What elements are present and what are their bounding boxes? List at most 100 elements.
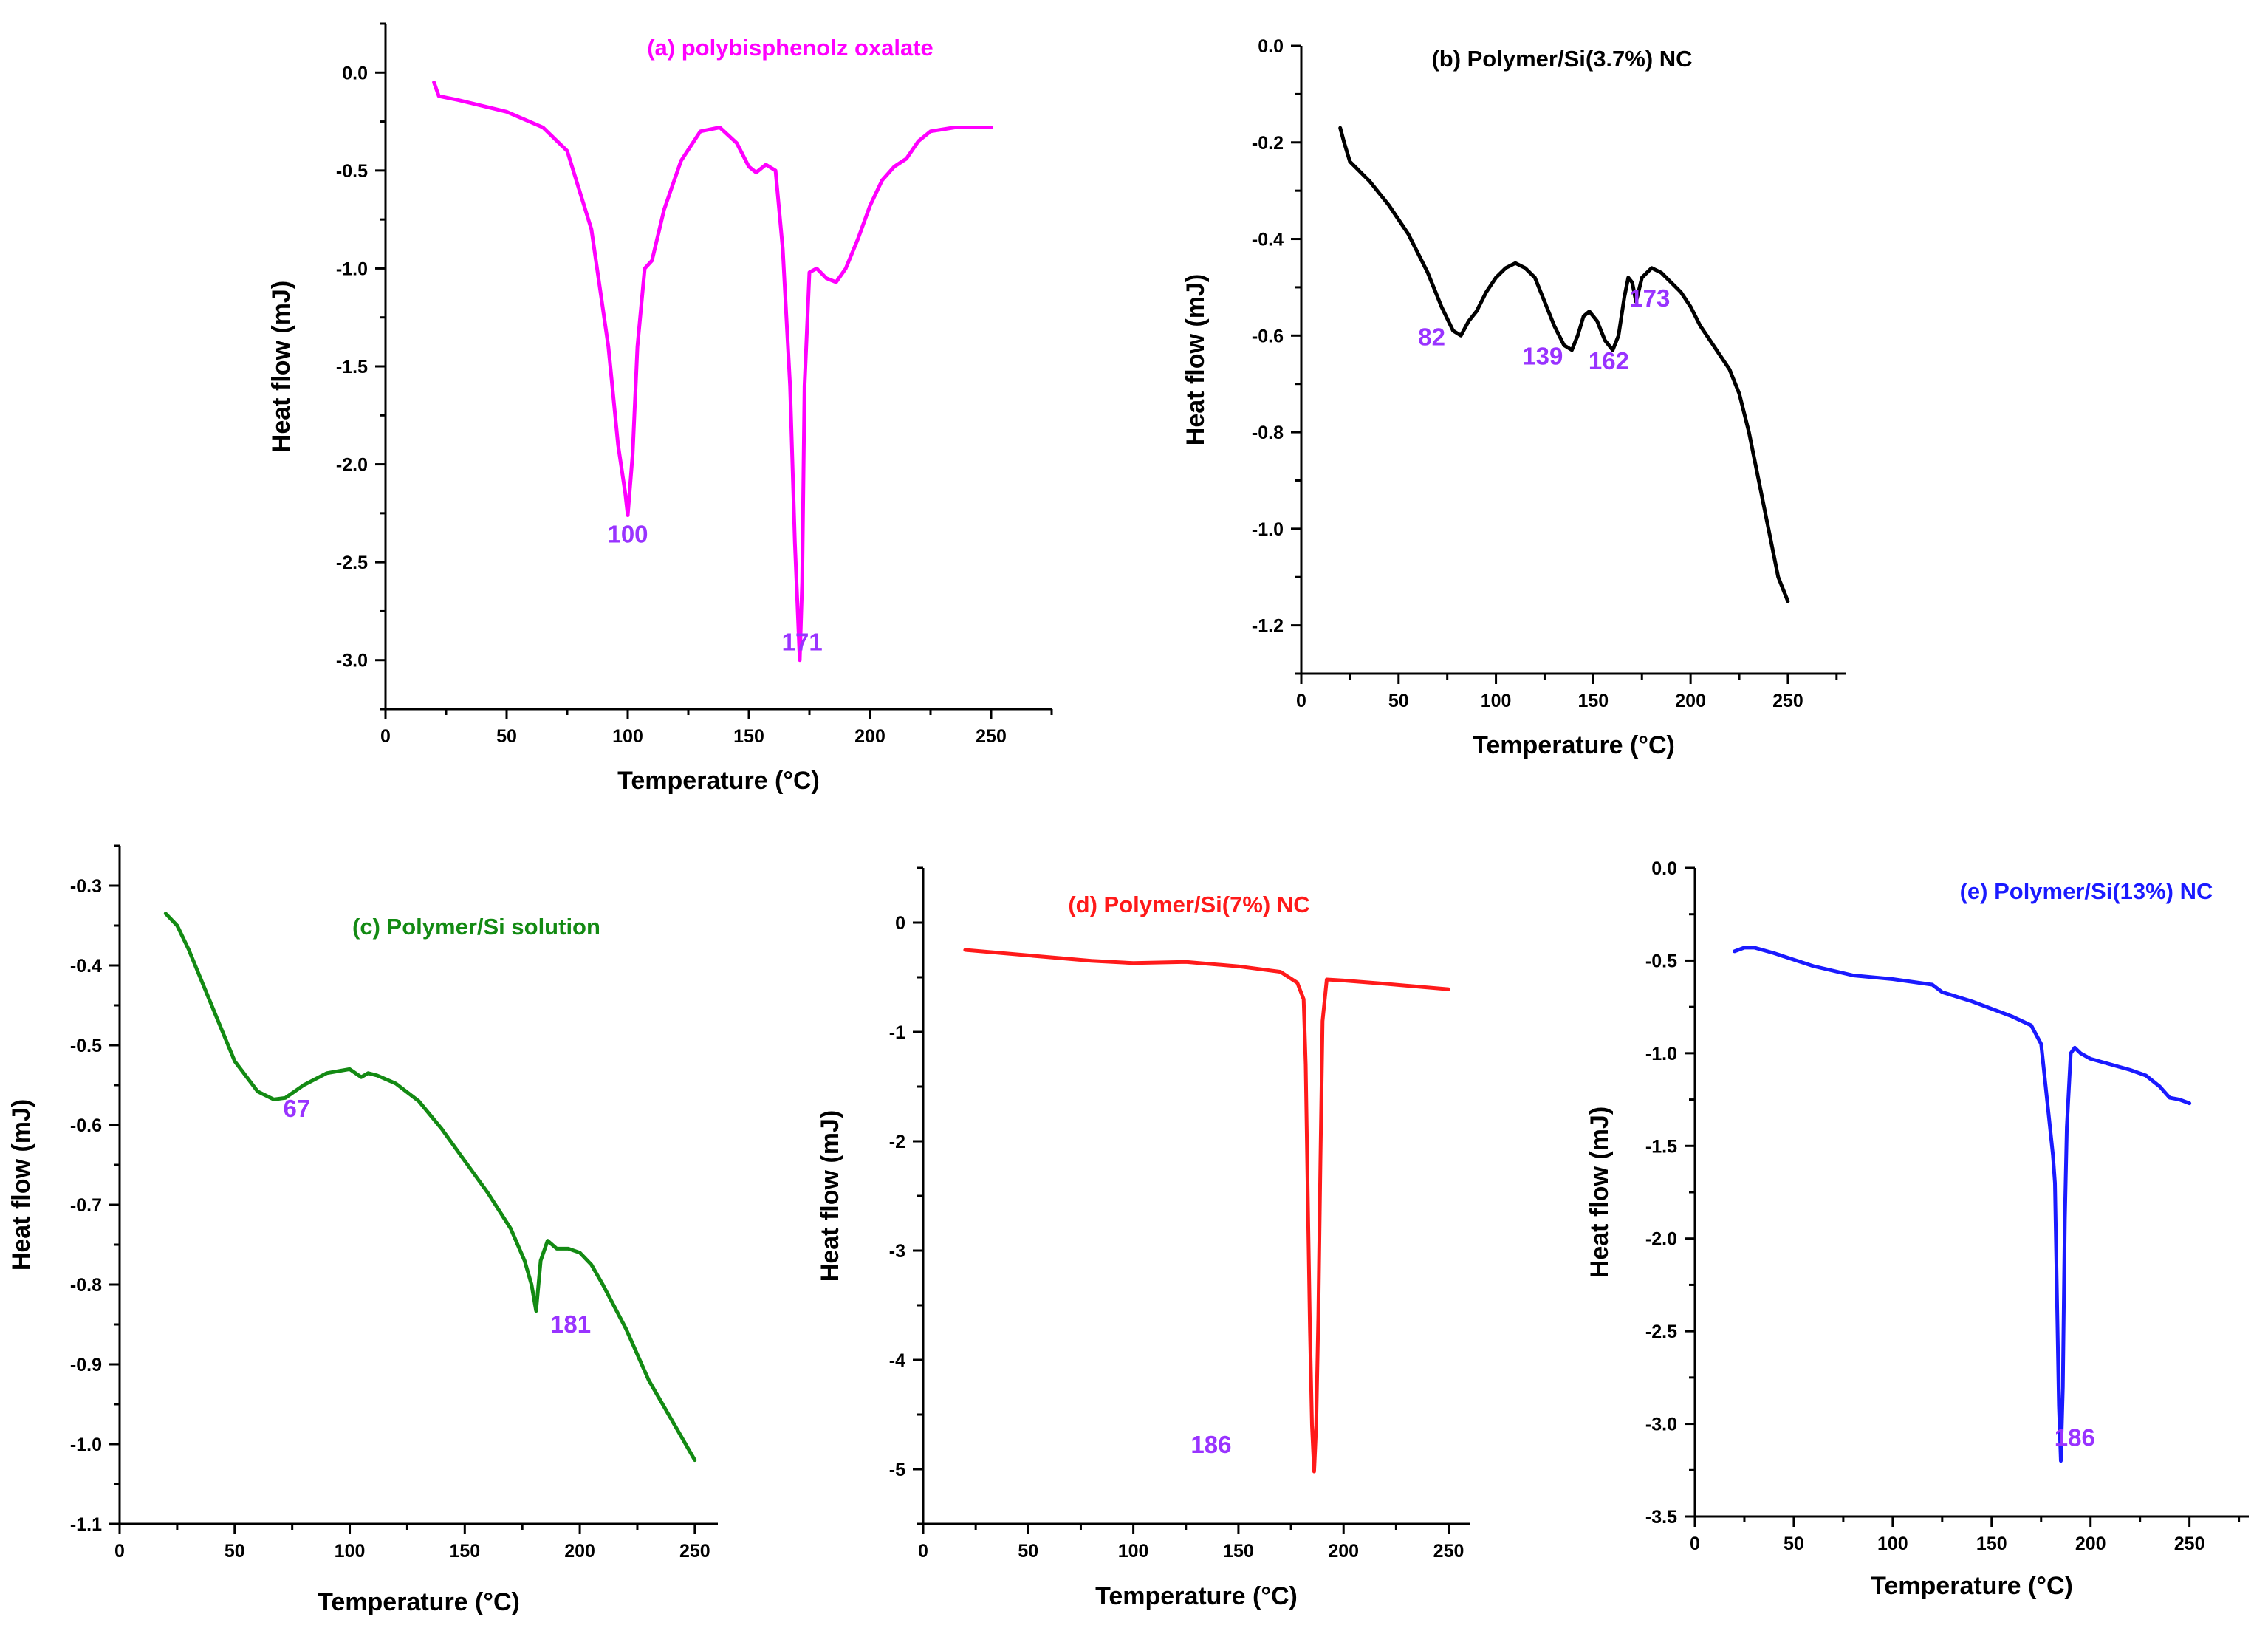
chart-title: (d) Polymer/Si(7%) NC: [1068, 892, 1309, 917]
series-line: [163, 912, 697, 1463]
x-tick-label: 50: [496, 726, 517, 747]
peak-label: 186: [1190, 1431, 1231, 1458]
chart-4: 0 50 100 150 200 250 0 -1 -2 -3 -4 -5 Temperature (°…: [816, 866, 1470, 1610]
x-tick-label: 250: [679, 1541, 710, 1562]
y-tick-label: -0.5: [1645, 951, 1677, 971]
x-tick-label: 100: [1118, 1541, 1149, 1562]
y-tick-label: -3: [889, 1241, 905, 1262]
x-tick-label: 200: [1328, 1541, 1359, 1562]
x-axis-title: Temperature (°C): [617, 767, 820, 795]
x-tick-label: 150: [1976, 1533, 2007, 1554]
y-tick-label: -2.0: [336, 455, 368, 476]
y-tick-label: -1.0: [1645, 1044, 1677, 1064]
chart-title: (b) Polymer/Si(3.7%) NC: [1431, 46, 1692, 72]
y-tick-label: -0.7: [70, 1195, 102, 1216]
x-tick-label: 150: [733, 726, 764, 747]
x-tick-label: 100: [612, 726, 643, 747]
x-tick-label: 200: [1675, 691, 1706, 711]
y-axis-title: Heat flow (mJ): [1182, 274, 1210, 445]
peak-label: 82: [1418, 323, 1445, 350]
y-tick-label: -4: [889, 1350, 905, 1371]
x-tick-label: 200: [854, 726, 885, 747]
x-tick-label: 150: [1577, 691, 1609, 711]
y-tick-label: -0.4: [70, 956, 102, 977]
x-tick-label: 150: [449, 1541, 480, 1562]
x-tick-label: 0: [1296, 691, 1306, 711]
x-tick-label: 100: [335, 1541, 366, 1562]
y-axis-title: Heat flow (mJ): [816, 1110, 844, 1282]
x-tick-label: 200: [564, 1541, 595, 1562]
y-axis-title: Heat flow (mJ): [7, 1099, 35, 1271]
x-tick-label: 0: [380, 726, 391, 747]
y-tick-label: -2.0: [1645, 1229, 1677, 1250]
x-tick-label: 50: [1388, 691, 1409, 711]
chart-1: 0 50 100 150 200 250 0.0 -0.5 -1.0 -1.5 -2.0 -2.5 -3…: [267, 22, 1053, 795]
x-tick-label: 150: [1223, 1541, 1254, 1562]
peak-label: 162: [1589, 347, 1629, 375]
x-tick-label: 100: [1481, 691, 1512, 711]
y-tick-label: -1.0: [70, 1435, 102, 1455]
series-line: [963, 948, 1450, 1474]
y-axis-title: Heat flow (mJ): [267, 281, 295, 452]
y-tick-label: -1: [889, 1022, 905, 1043]
y-tick-label: -3.0: [1645, 1415, 1677, 1435]
x-tick-label: 250: [1433, 1541, 1464, 1562]
peak-label: 67: [284, 1095, 311, 1122]
y-tick-label: -0.6: [1252, 326, 1284, 346]
x-tick-label: 0: [114, 1541, 125, 1562]
peak-label: 173: [1629, 284, 1670, 312]
y-tick-label: 0.0: [342, 63, 368, 83]
y-tick-label: -0.5: [70, 1036, 102, 1056]
chart-3: 0 50 100 150 200 250 -0.3 -0.4 -0.5 -0.6 -0.7 -0.8 -…: [7, 844, 718, 1616]
series-line: [432, 81, 993, 663]
y-tick-label: -1.5: [1645, 1136, 1677, 1157]
x-tick-label: 0: [918, 1541, 928, 1562]
series-line: [1733, 946, 2192, 1463]
x-tick-label: 0: [1690, 1533, 1700, 1554]
y-tick-label: -2.5: [336, 553, 368, 573]
peak-label: 171: [782, 628, 823, 655]
chart-title: (c) Polymer/Si solution: [352, 914, 600, 940]
x-axis-title: Temperature (°C): [1095, 1582, 1298, 1610]
peak-label: 100: [607, 521, 648, 548]
x-tick-label: 100: [1877, 1533, 1908, 1554]
x-tick-label: 250: [2174, 1533, 2205, 1554]
series-line: [1338, 126, 1790, 603]
y-tick-label: -1.1: [70, 1514, 102, 1535]
y-tick-label: -0.3: [70, 876, 102, 897]
x-tick-label: 50: [1018, 1541, 1038, 1562]
x-tick-label: 250: [976, 726, 1007, 747]
chart-2: 0 50 100 150 200 250 0.0 -0.2 -0.4 -0.6 -0.8 -1.0 -1…: [1182, 36, 1846, 759]
y-tick-label: -1.0: [1252, 519, 1284, 540]
y-tick-label: -0.5: [336, 161, 368, 182]
chart-5: 0 50 100 150 200 250 0.0 -0.5 -1.0 -1.5 -2.0 -2.5 -3…: [1586, 858, 2249, 1600]
y-tick-label: -0.2: [1252, 133, 1284, 154]
y-tick-label: -0.6: [70, 1115, 102, 1136]
y-tick-label: -2: [889, 1132, 905, 1152]
y-tick-label: 0.0: [1651, 858, 1677, 879]
y-axis-title: Heat flow (mJ): [1586, 1107, 1614, 1278]
x-tick-label: 50: [1784, 1533, 1804, 1554]
y-tick-label: 0: [895, 913, 905, 934]
y-tick-label: -0.8: [1252, 423, 1284, 443]
y-tick-label: -0.9: [70, 1355, 102, 1375]
y-tick-label: -1.0: [336, 259, 368, 279]
x-axis-title: Temperature (°C): [318, 1588, 520, 1616]
peak-label: 139: [1522, 343, 1563, 370]
x-axis-title: Temperature (°C): [1473, 731, 1675, 759]
x-tick-label: 50: [225, 1541, 245, 1562]
x-tick-label: 200: [2075, 1533, 2106, 1554]
y-tick-label: -1.2: [1252, 616, 1284, 637]
chart-title: (a) polybisphenolz oxalate: [647, 35, 933, 61]
y-tick-label: -2.5: [1645, 1321, 1677, 1342]
y-tick-label: -3.5: [1645, 1507, 1677, 1528]
y-tick-label: -1.5: [336, 357, 368, 377]
y-tick-label: 0.0: [1258, 36, 1284, 57]
y-tick-label: -5: [889, 1460, 905, 1480]
peak-label: 181: [550, 1310, 591, 1338]
chart-title: (e) Polymer/Si(13%) NC: [1960, 878, 2213, 904]
x-tick-label: 250: [1772, 691, 1803, 711]
y-tick-label: -0.4: [1252, 230, 1284, 250]
y-tick-label: -3.0: [336, 651, 368, 671]
